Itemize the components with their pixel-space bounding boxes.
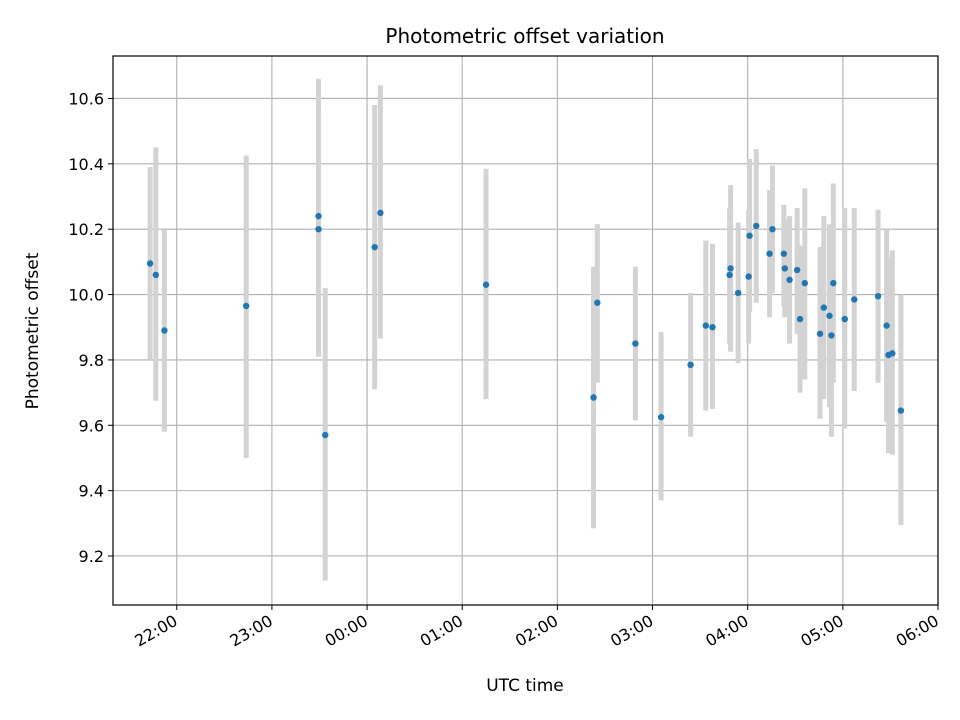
data-point xyxy=(146,260,154,267)
data-point xyxy=(709,324,716,331)
data-point xyxy=(801,279,808,287)
y-axis-label: Photometric offset xyxy=(23,252,43,409)
chart-title: Photometric offset variation xyxy=(385,24,664,48)
y-axis-ticks: 9.2 9.4 9.6 9.8 10.0 10.2 10.4 10.6 xyxy=(68,89,113,566)
data-point xyxy=(841,315,848,323)
data-point xyxy=(702,322,710,329)
y-tick-label: 10.6 xyxy=(68,89,104,108)
data-point xyxy=(315,225,322,233)
data-point xyxy=(830,279,837,287)
data-point xyxy=(726,271,733,279)
y-tick-label: 10.0 xyxy=(68,286,104,305)
y-tick-label: 9.2 xyxy=(79,547,104,566)
data-point xyxy=(874,292,882,300)
data-point xyxy=(786,276,793,284)
data-point xyxy=(820,304,828,311)
y-tick-label: 10.2 xyxy=(68,220,104,239)
data-point xyxy=(746,232,753,239)
data-point xyxy=(687,361,694,369)
data-point xyxy=(321,431,329,439)
data-point xyxy=(152,271,160,279)
data-point xyxy=(769,225,776,233)
data-point xyxy=(826,312,833,319)
data-point xyxy=(828,332,835,339)
x-axis-label: UTC time xyxy=(486,676,564,696)
y-tick-label: 10.4 xyxy=(68,155,104,174)
plot-frame xyxy=(112,55,939,606)
data-point xyxy=(657,413,665,421)
data-point xyxy=(371,243,378,251)
data-point xyxy=(897,407,905,414)
data-point xyxy=(883,322,890,329)
data-point xyxy=(889,350,896,357)
y-tick-label: 9.4 xyxy=(79,482,104,501)
y-tick-label: 9.8 xyxy=(79,351,104,370)
data-point xyxy=(766,250,773,257)
data-point xyxy=(632,340,639,347)
data-point xyxy=(161,327,168,334)
data-point xyxy=(793,266,801,274)
data-point xyxy=(377,209,384,217)
data-point xyxy=(753,222,760,230)
data-point xyxy=(745,273,752,280)
data-point xyxy=(851,296,858,303)
data-point xyxy=(315,212,322,220)
data-point xyxy=(796,315,804,323)
data-point xyxy=(243,302,250,310)
data-point xyxy=(594,299,601,306)
data-point xyxy=(816,330,824,337)
data-point xyxy=(781,265,788,272)
data-point xyxy=(727,265,734,272)
data-point xyxy=(734,289,742,297)
data-points xyxy=(146,209,905,439)
data-point xyxy=(482,281,490,288)
y-tick-label: 9.6 xyxy=(79,416,104,435)
data-point xyxy=(780,250,788,257)
data-point xyxy=(590,394,597,401)
